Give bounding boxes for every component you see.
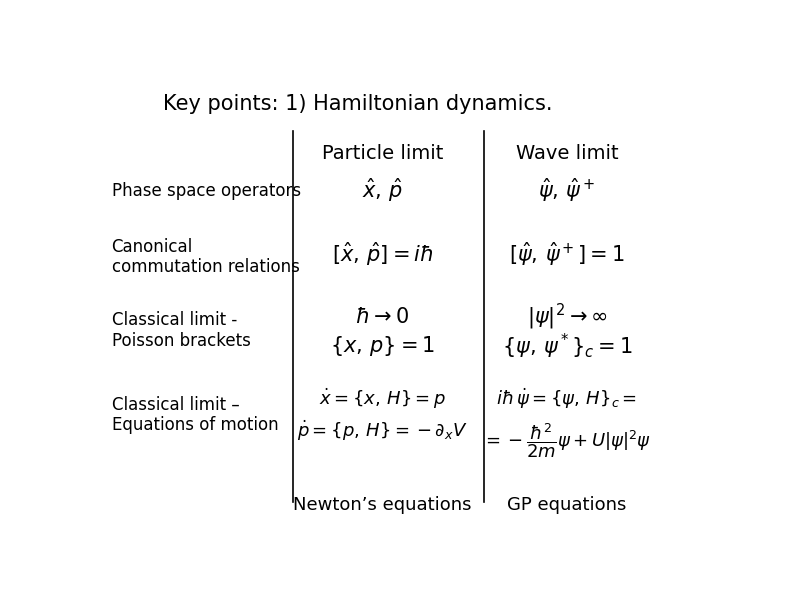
Text: Newton’s equations: Newton’s equations [293, 496, 472, 513]
Text: $\hat{x},\, \hat{p}$: $\hat{x},\, \hat{p}$ [361, 177, 403, 204]
Text: $i\hbar\, \dot{\psi} = \{\psi,\, H\}_c =$: $i\hbar\, \dot{\psi} = \{\psi,\, H\}_c =… [496, 387, 638, 411]
Text: $\{\psi,\, \psi^*\}_c = 1$: $\{\psi,\, \psi^*\}_c = 1$ [502, 331, 632, 361]
Text: $\hbar \rightarrow 0$: $\hbar \rightarrow 0$ [355, 306, 410, 327]
Text: Wave limit: Wave limit [515, 145, 619, 164]
Text: $\dot{x} = \{x,\, H\} = p$: $\dot{x} = \{x,\, H\} = p$ [318, 387, 446, 411]
Text: $\{x,\, p\} = 1$: $\{x,\, p\} = 1$ [330, 334, 435, 358]
Text: Classical limit -
Poisson brackets: Classical limit - Poisson brackets [111, 311, 250, 350]
Text: Phase space operators: Phase space operators [111, 181, 301, 199]
Text: Classical limit –
Equations of motion: Classical limit – Equations of motion [111, 396, 278, 434]
Text: GP equations: GP equations [507, 496, 626, 513]
Text: Canonical
commutation relations: Canonical commutation relations [111, 237, 299, 276]
Text: Key points: 1) Hamiltonian dynamics.: Key points: 1) Hamiltonian dynamics. [163, 94, 553, 114]
Text: $|\psi|^2 \rightarrow \infty$: $|\psi|^2 \rightarrow \infty$ [526, 302, 607, 331]
Text: $\hat{\psi},\, \hat{\psi}^+$: $\hat{\psi},\, \hat{\psi}^+$ [538, 177, 596, 204]
Text: $= -\dfrac{\hbar^2}{2m}\psi + U|\psi|^2\psi$: $= -\dfrac{\hbar^2}{2m}\psi + U|\psi|^2\… [483, 421, 651, 459]
Text: $[\hat{x},\, \hat{p}] = i\hbar$: $[\hat{x},\, \hat{p}] = i\hbar$ [332, 241, 433, 268]
Text: $\dot{p} = \{p,\, H\} = -\partial_x V$: $\dot{p} = \{p,\, H\} = -\partial_x V$ [297, 419, 468, 443]
Text: $[\hat{\psi},\, \hat{\psi}^+] = 1$: $[\hat{\psi},\, \hat{\psi}^+] = 1$ [509, 241, 625, 268]
Text: Particle limit: Particle limit [322, 145, 443, 164]
